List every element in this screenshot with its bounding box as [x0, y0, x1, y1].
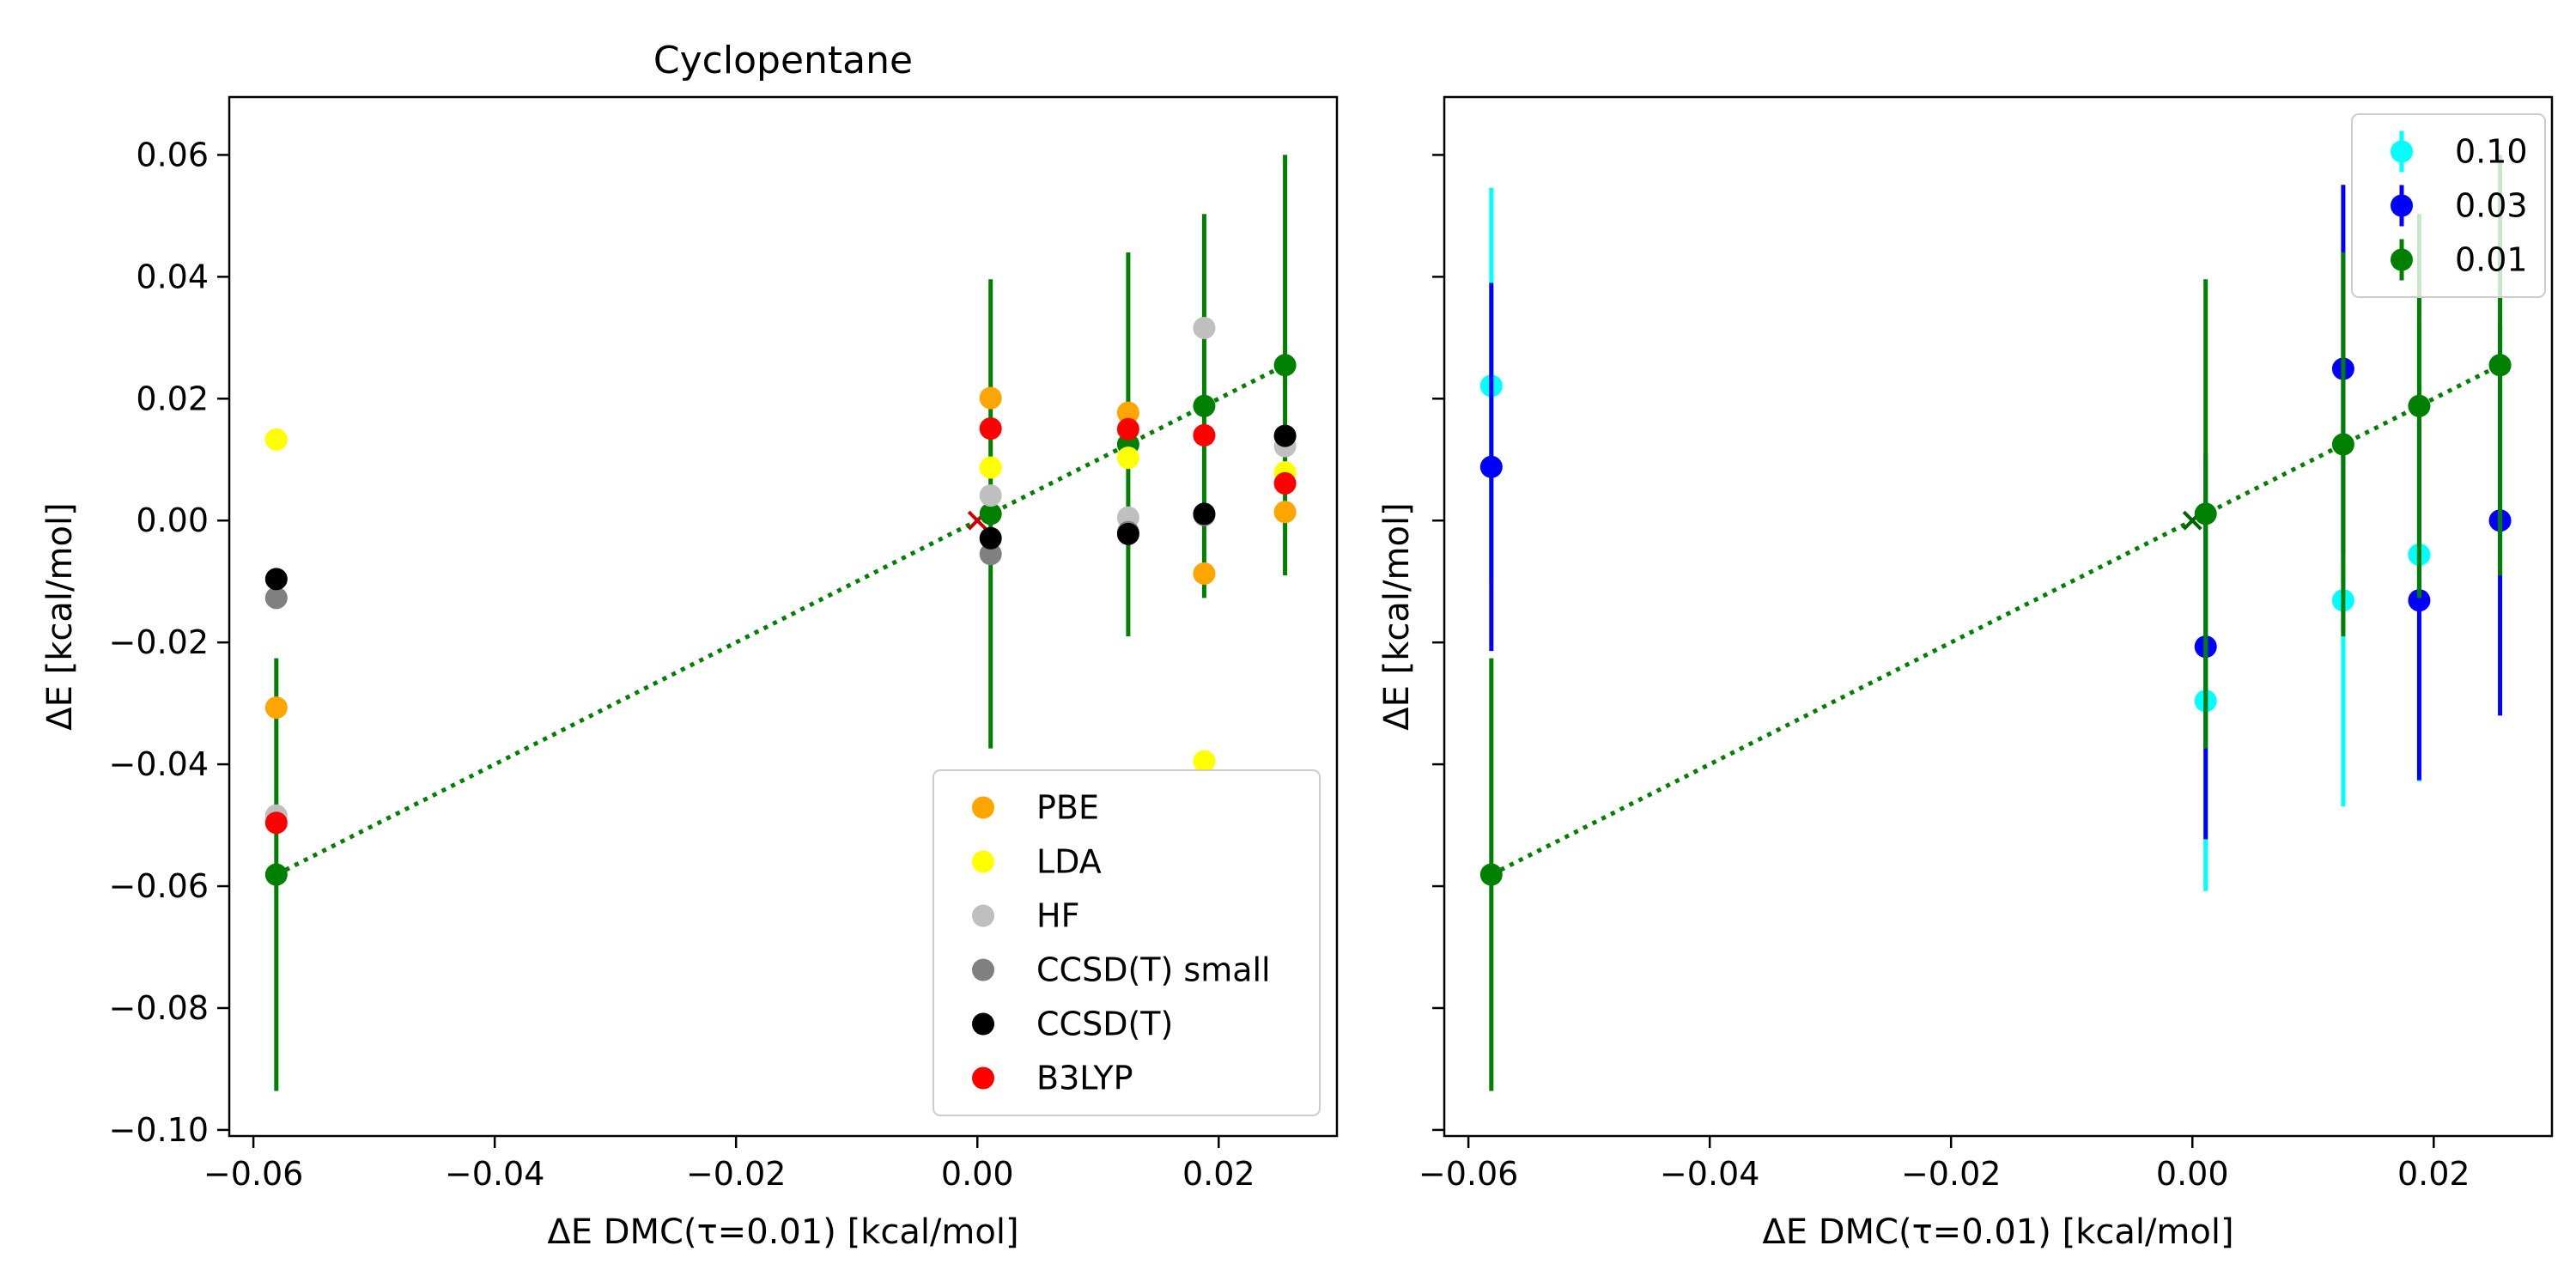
point-dmc-0-01-4 — [1273, 354, 1297, 377]
point-dmc-0-01-1 — [979, 502, 1002, 526]
point-lda-3 — [1193, 750, 1216, 773]
x-tick-label: 0.02 — [2397, 1155, 2470, 1193]
legend-item-0-10: 0.10 — [2391, 131, 2528, 173]
legend-item-ccsd-t: CCSD(T) — [972, 1005, 1173, 1043]
point-pbe-0 — [264, 696, 288, 720]
x-tick-label: −0.06 — [1419, 1155, 1518, 1193]
legend-item-b3lyp: B3LYP — [972, 1060, 1133, 1097]
point-pbe-3 — [1193, 562, 1216, 585]
point-ccsd-t-4 — [1273, 424, 1297, 447]
x-tick-label: −0.04 — [445, 1155, 544, 1193]
fit-line — [1490, 363, 2501, 877]
x-tick-label: −0.02 — [686, 1155, 786, 1193]
legend-label: B3LYP — [1036, 1060, 1133, 1097]
legend-label: HF — [1036, 897, 1079, 935]
y-tick-label: −0.04 — [109, 745, 209, 783]
x-tick-label: −0.06 — [204, 1155, 303, 1193]
legend-item-ccsd-t-small: CCSD(T) small — [972, 951, 1271, 989]
right-panel-timestep: −0.06 −0.04 −0.02 0.00 0.02 ΔE DMC(τ=0.01) [k… — [1377, 95, 2554, 1252]
legend-box — [933, 769, 1321, 1116]
x-tick-label: 0.00 — [941, 1155, 1014, 1193]
point-b3lyp-1 — [979, 417, 1002, 440]
point-dmc-0-01-0 — [1479, 863, 1503, 886]
point-pbe-2 — [1116, 401, 1139, 424]
point-b3lyp-0 — [264, 811, 288, 835]
y-tick-label: 0.04 — [136, 258, 209, 295]
point-ccsd-t-small-0 — [264, 586, 288, 610]
axes-frame — [228, 95, 1339, 1138]
fit-line — [275, 363, 1286, 877]
legend-label: 0.10 — [2455, 133, 2528, 171]
legend-label: 0.03 — [2455, 187, 2528, 225]
point-lda-2 — [1116, 447, 1139, 470]
point-dmc-0-01-3 — [1193, 394, 1216, 417]
point-ccsd-t-3 — [1193, 502, 1216, 526]
point-pbe-4 — [1273, 501, 1297, 524]
x-tick-label: −0.02 — [1901, 1155, 2001, 1193]
y-tick-label: −0.02 — [109, 623, 209, 661]
x-axis-label: ΔE DMC(τ=0.01) [kcal/mol] — [1762, 1212, 2233, 1252]
legend-marker — [972, 850, 994, 873]
x-tick-label: 0.00 — [2156, 1155, 2229, 1193]
y-tick-label: −0.06 — [109, 867, 209, 905]
point-ccsd-t-0 — [264, 568, 288, 591]
point-dmc-0-03-0 — [1479, 455, 1503, 478]
x-axis-label: ΔE DMC(τ=0.01) [kcal/mol] — [547, 1212, 1018, 1252]
legend-label: CCSD(T) small — [1036, 951, 1271, 989]
point-b3lyp-3 — [1193, 423, 1216, 447]
legend-label: CCSD(T) — [1036, 1005, 1173, 1043]
legend-marker — [972, 796, 994, 819]
point-dmc-0-01-3 — [2408, 394, 2431, 417]
legend: PBE LDA HF CCSD(T) small CCSD(T) B3LYP — [933, 769, 1321, 1116]
point-ccsd-t-2 — [1116, 522, 1139, 545]
y-tick-label: 0.02 — [136, 380, 209, 417]
point-pbe-1 — [979, 386, 1002, 410]
point-lda-1 — [979, 456, 1002, 479]
point-dmc-0-01-1 — [2194, 502, 2217, 526]
legend-marker — [2391, 194, 2413, 217]
point-ccsd-t-1 — [979, 526, 1002, 550]
legend-item-hf: HF — [972, 897, 1079, 935]
x-tick-label: 0.02 — [1182, 1155, 1255, 1193]
left-panel-cyclopentane: Cyclopentane −0.06 −0.04 −0.02 0.00 0.02 −0.10… — [40, 39, 1339, 1252]
legend-item-lda: LDA — [972, 843, 1102, 881]
legend-label: PBE — [1036, 789, 1099, 827]
chart-title: Cyclopentane — [653, 39, 913, 82]
point-b3lyp-4 — [1273, 471, 1297, 495]
legend-item-pbe: PBE — [972, 789, 1099, 827]
y-tick-label: 0.00 — [136, 501, 209, 539]
legend-label: 0.01 — [2455, 241, 2528, 279]
point-ccsd-t-small-1 — [979, 543, 1002, 566]
y-axis-label: ΔE [kcal/mol] — [40, 502, 80, 730]
point-hf-3 — [1193, 316, 1216, 339]
y-tick-label: 0.06 — [136, 136, 209, 173]
point-lda-0 — [264, 428, 288, 451]
legend-marker — [972, 1066, 994, 1090]
point-dmc-0-01-0 — [264, 863, 288, 886]
point-hf-1 — [979, 484, 1002, 507]
legend-item-0-03: 0.03 — [2391, 185, 2528, 227]
point-b3lyp-2 — [1116, 417, 1139, 440]
legend-marker — [2391, 140, 2413, 163]
x-tick-label: −0.04 — [1660, 1155, 1759, 1193]
axes-frame — [1443, 95, 2554, 1138]
legend-marker — [2391, 248, 2413, 271]
y-axis-label: ΔE [kcal/mol] — [1377, 502, 1417, 730]
legend-item-0-01: 0.01 — [2391, 239, 2528, 281]
y-tick-label: −0.08 — [109, 989, 209, 1027]
legend-marker — [972, 904, 994, 927]
point-dmc-0-01-2 — [2331, 433, 2354, 456]
point-dmc-0-03-3 — [2408, 589, 2431, 612]
legend-label: LDA — [1036, 843, 1102, 881]
legend: 0.10 0.03 0.01 — [2351, 113, 2546, 298]
legend-marker — [972, 958, 994, 981]
point-dmc-0-01-4 — [2488, 354, 2512, 377]
legend-marker — [972, 1012, 994, 1036]
y-tick-label: −0.10 — [109, 1111, 209, 1149]
